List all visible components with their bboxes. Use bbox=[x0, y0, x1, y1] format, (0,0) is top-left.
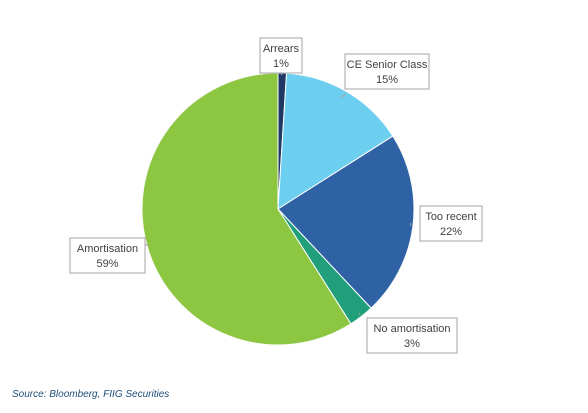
leader-line-arrears bbox=[280, 73, 283, 76]
pie-slice-amortisation bbox=[141, 72, 352, 346]
slice-value-label: 1% bbox=[273, 58, 289, 70]
leader-line-amortisation bbox=[144, 243, 150, 247]
slice-label: Arrears bbox=[263, 43, 300, 55]
callout-box bbox=[366, 317, 458, 354]
slice-label: CE Senior Class bbox=[347, 59, 428, 71]
slice-value-label: 3% bbox=[404, 338, 420, 350]
callout-labels: Arrears 1% CE Senior Class 15% Too recent 22%… bbox=[69, 37, 483, 354]
callout-box bbox=[69, 237, 146, 274]
callout-arrears: Arrears 1% bbox=[259, 37, 303, 74]
slice-label: Too recent bbox=[425, 211, 476, 223]
callout-too-recent: Too recent 22% bbox=[419, 205, 483, 242]
callout-ce-senior-class: CE Senior Class 15% bbox=[344, 53, 430, 90]
pie-slice-ce-senior-class bbox=[277, 72, 394, 210]
pie-slices bbox=[141, 72, 415, 346]
callout-box bbox=[344, 53, 430, 90]
callout-leader-lines bbox=[144, 73, 412, 316]
slice-label: No amortisation bbox=[373, 323, 450, 335]
callout-no-amortisation: No amortisation 3% bbox=[366, 317, 458, 354]
callout-box bbox=[419, 205, 483, 242]
slice-label: Amortisation bbox=[77, 243, 138, 255]
slice-value-label: 22% bbox=[440, 226, 462, 238]
leader-line-ce-senior-class bbox=[339, 93, 347, 99]
pie-slice-too-recent bbox=[277, 135, 415, 309]
leader-line-too-recent bbox=[409, 222, 412, 226]
slice-value-label: 59% bbox=[96, 258, 118, 270]
slice-value-label: 15% bbox=[376, 74, 398, 86]
callout-box bbox=[259, 37, 303, 74]
leader-line-no-amortisation bbox=[358, 312, 361, 316]
callout-amortisation: Amortisation 59% bbox=[69, 237, 146, 274]
source-note: Source: Bloomberg, FIIG Securities bbox=[12, 389, 170, 400]
